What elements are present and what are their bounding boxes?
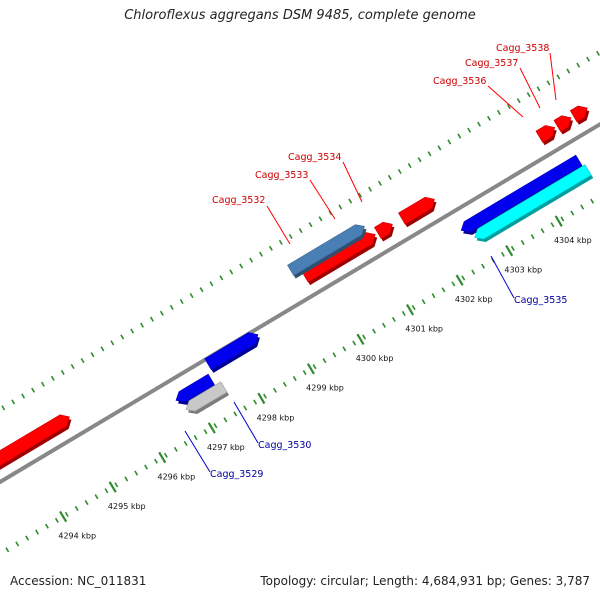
scale-tick: 4298 kbp (257, 392, 295, 422)
gene-label[interactable]: Cagg_3538 (496, 43, 557, 101)
gene-arrow[interactable] (398, 196, 437, 228)
gene-label-text[interactable]: Cagg_3529 (210, 469, 263, 480)
map-title: Chloroflexus aggregans DSM 9485, complet… (124, 8, 476, 23)
gene-arrow[interactable] (474, 164, 594, 242)
tick-label: 4299 kbp (306, 384, 344, 393)
leader-line (233, 401, 259, 444)
tick-label: 4300 kbp (356, 354, 394, 363)
scale-tick: 4295 kbp (108, 481, 146, 511)
leader-line (519, 67, 541, 109)
scale-ticks: 4294 kbp 4295 kbp 4296 kbp 4297 kbp 4298 kbp… (58, 215, 592, 540)
tick-label: 4297 kbp (207, 443, 245, 452)
leader-line (266, 205, 291, 245)
scale-tick: 4296 kbp (157, 451, 195, 481)
forward-guide-line (1, 50, 600, 411)
gene-label[interactable]: Cagg_3529 (184, 430, 263, 480)
leader-line (184, 430, 211, 473)
gene-arrow[interactable] (373, 221, 395, 242)
gene-label[interactable]: Cagg_3530 (233, 401, 311, 451)
gene-arrow[interactable] (185, 381, 229, 414)
gene-label-text[interactable]: Cagg_3538 (496, 43, 549, 54)
scale-tick: 4303 kbp (504, 244, 542, 275)
gene-arrow[interactable] (0, 414, 72, 483)
scale-tick: 4300 kbp (356, 333, 394, 363)
scale-tick: 4302 kbp (455, 274, 493, 304)
tick-label: 4304 kbp (554, 236, 592, 245)
gene-arrow[interactable] (287, 224, 367, 279)
leader-line (490, 255, 515, 299)
gene-label-text[interactable]: Cagg_3535 (514, 295, 567, 306)
scale-tick: 4297 kbp (207, 422, 245, 452)
gene-arrow[interactable] (569, 105, 590, 125)
gene-label-text[interactable]: Cagg_3530 (258, 440, 311, 451)
gene-features (0, 105, 594, 483)
gene-label-text[interactable]: Cagg_3533 (255, 170, 308, 181)
tick-label: 4302 kbp (455, 295, 493, 304)
tick-label: 4298 kbp (257, 413, 295, 422)
gene-labels: Cagg_3532 Cagg_3533 Cagg_3534 Cagg_3536 Cagg… (184, 43, 567, 480)
reverse-guide-line (5, 198, 595, 553)
gene-label[interactable]: Cagg_3534 (288, 152, 363, 203)
gene-arrow[interactable] (535, 125, 557, 146)
gene-label-text[interactable]: Cagg_3537 (465, 58, 518, 69)
scale-tick: 4294 kbp (58, 510, 96, 540)
tick-label: 4296 kbp (157, 472, 195, 481)
tick-label: 4301 kbp (405, 325, 443, 334)
dotted-guide-lines (1, 50, 600, 553)
gene-label[interactable]: Cagg_3537 (465, 58, 541, 109)
genome-info-text: Topology: circular; Length: 4,684,931 bp… (260, 574, 590, 588)
scale-tick: 4301 kbp (405, 304, 443, 334)
leader-line (487, 85, 524, 118)
leader-line (549, 52, 557, 101)
genome-backbone (0, 121, 600, 485)
tick-label: 4295 kbp (108, 502, 146, 511)
tick-label: 4303 kbp (504, 266, 542, 275)
gene-label[interactable]: Cagg_3536 (433, 76, 524, 118)
accession-text: Accession: NC_011831 (10, 574, 147, 588)
tick-label: 4294 kbp (58, 531, 96, 540)
gene-label[interactable]: Cagg_3532 (212, 195, 291, 245)
gene-arrow[interactable] (204, 332, 260, 373)
scale-tick: 4304 kbp (554, 215, 592, 245)
leader-line (342, 161, 363, 203)
backbone-line (0, 121, 600, 485)
gene-arrow[interactable] (553, 115, 573, 135)
gene-label-text[interactable]: Cagg_3532 (212, 195, 265, 206)
gene-label[interactable]: Cagg_3533 (255, 170, 336, 220)
gene-label-text[interactable]: Cagg_3534 (288, 152, 341, 163)
gene-arrow[interactable] (175, 373, 217, 405)
gene-label-text[interactable]: Cagg_3536 (433, 76, 486, 87)
gene-label[interactable]: Cagg_3535 (490, 255, 567, 306)
leader-line (309, 179, 336, 220)
gene-arrow[interactable] (460, 154, 584, 235)
scale-tick: 4299 kbp (306, 363, 344, 393)
